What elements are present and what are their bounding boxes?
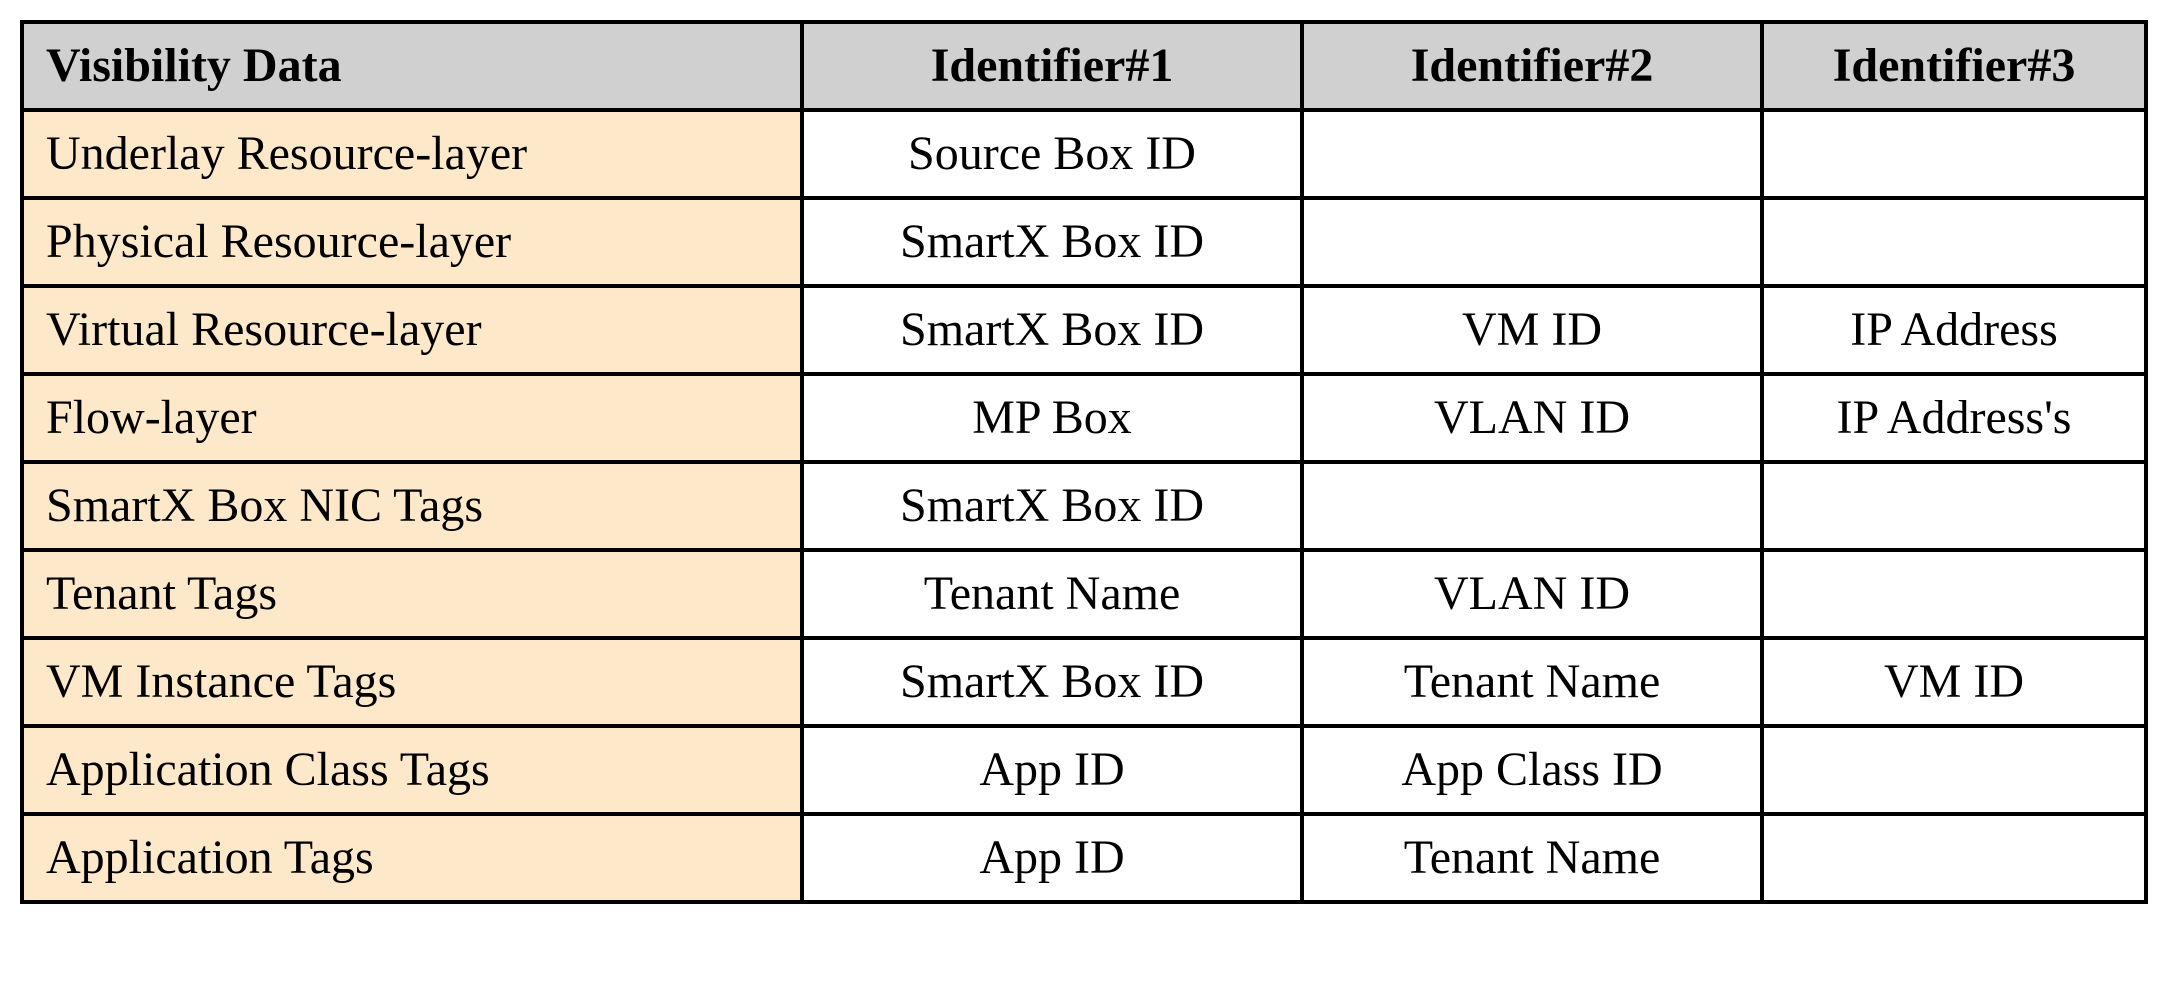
cell xyxy=(1762,462,2146,550)
table-row: VM Instance Tags SmartX Box ID Tenant Na… xyxy=(22,638,2146,726)
cell xyxy=(1762,198,2146,286)
row-label: Application Class Tags xyxy=(22,726,802,814)
row-label: Tenant Tags xyxy=(22,550,802,638)
cell xyxy=(1302,110,1762,198)
col-header-identifier-1: Identifier#1 xyxy=(802,22,1302,110)
col-header-identifier-3: Identifier#3 xyxy=(1762,22,2146,110)
table-row: Underlay Resource-layer Source Box ID xyxy=(22,110,2146,198)
cell xyxy=(1302,462,1762,550)
cell: Source Box ID xyxy=(802,110,1302,198)
cell: Tenant Name xyxy=(1302,638,1762,726)
visibility-data-table: Visibility Data Identifier#1 Identifier#… xyxy=(20,20,2148,904)
row-label: Virtual Resource-layer xyxy=(22,286,802,374)
table-row: Application Class Tags App ID App Class … xyxy=(22,726,2146,814)
col-header-identifier-2: Identifier#2 xyxy=(1302,22,1762,110)
cell: App ID xyxy=(802,726,1302,814)
row-label: Application Tags xyxy=(22,814,802,902)
cell xyxy=(1762,814,2146,902)
row-label: Physical Resource-layer xyxy=(22,198,802,286)
cell xyxy=(1762,726,2146,814)
cell: IP Address's xyxy=(1762,374,2146,462)
row-label: SmartX Box NIC Tags xyxy=(22,462,802,550)
cell: Tenant Name xyxy=(1302,814,1762,902)
table-row: Virtual Resource-layer SmartX Box ID VM … xyxy=(22,286,2146,374)
table-row: Application Tags App ID Tenant Name xyxy=(22,814,2146,902)
cell: MP Box xyxy=(802,374,1302,462)
table-row: Tenant Tags Tenant Name VLAN ID xyxy=(22,550,2146,638)
cell: Tenant Name xyxy=(802,550,1302,638)
row-label: Underlay Resource-layer xyxy=(22,110,802,198)
cell: SmartX Box ID xyxy=(802,286,1302,374)
row-label: Flow-layer xyxy=(22,374,802,462)
cell: App ID xyxy=(802,814,1302,902)
col-header-visibility-data: Visibility Data xyxy=(22,22,802,110)
cell: VLAN ID xyxy=(1302,550,1762,638)
cell: SmartX Box ID xyxy=(802,462,1302,550)
cell xyxy=(1302,198,1762,286)
cell: SmartX Box ID xyxy=(802,198,1302,286)
cell: VM ID xyxy=(1762,638,2146,726)
row-label: VM Instance Tags xyxy=(22,638,802,726)
table-row: Physical Resource-layer SmartX Box ID xyxy=(22,198,2146,286)
table-row: SmartX Box NIC Tags SmartX Box ID xyxy=(22,462,2146,550)
cell: SmartX Box ID xyxy=(802,638,1302,726)
cell: App Class ID xyxy=(1302,726,1762,814)
cell: VLAN ID xyxy=(1302,374,1762,462)
table-header-row: Visibility Data Identifier#1 Identifier#… xyxy=(22,22,2146,110)
cell: IP Address xyxy=(1762,286,2146,374)
cell xyxy=(1762,550,2146,638)
cell xyxy=(1762,110,2146,198)
table-row: Flow-layer MP Box VLAN ID IP Address's xyxy=(22,374,2146,462)
cell: VM ID xyxy=(1302,286,1762,374)
